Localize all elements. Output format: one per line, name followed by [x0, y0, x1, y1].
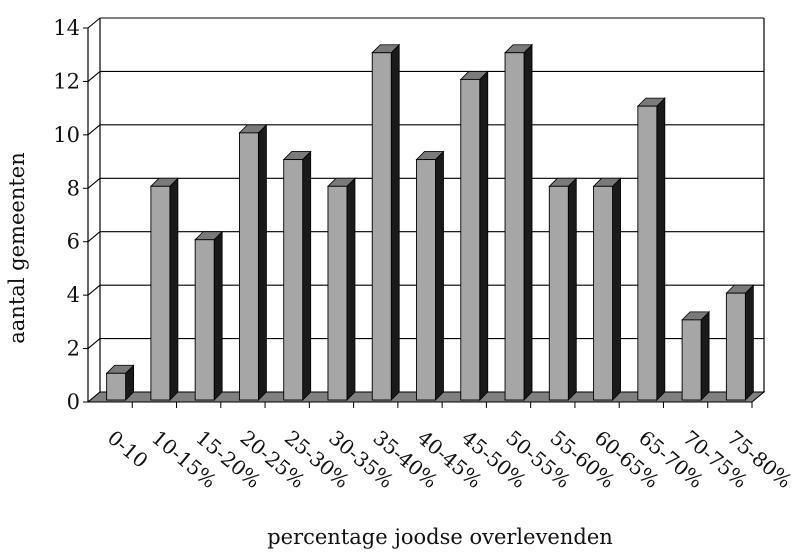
bar-side — [346, 177, 356, 401]
bar — [105, 364, 135, 401]
x-tick-label: 0-10 — [103, 425, 153, 472]
bar-side — [213, 230, 223, 401]
bar-front — [681, 319, 702, 401]
bar-front — [194, 239, 215, 401]
bar-front — [106, 372, 127, 401]
side-wall-gridline — [87, 231, 101, 243]
y-tick-label: 8 — [67, 176, 80, 200]
y-tick-label: 0 — [67, 390, 80, 414]
bar-front — [548, 185, 569, 401]
bar-front — [593, 185, 614, 401]
bar-side — [612, 177, 621, 401]
bar-side — [169, 177, 179, 401]
bar-front — [238, 132, 259, 401]
y-tick-label: 12 — [53, 69, 80, 93]
bar-side — [258, 123, 267, 401]
bar-front — [150, 185, 171, 401]
y-tick-label: 10 — [53, 123, 80, 147]
side-wall-gridline — [87, 17, 101, 29]
bar — [415, 150, 445, 401]
bar-side — [523, 43, 533, 401]
y-tick-label: 2 — [67, 337, 80, 361]
bar — [681, 310, 711, 401]
bar-front — [416, 159, 436, 401]
side-wall-gridline — [87, 177, 101, 189]
side-wall-gridline — [87, 124, 101, 136]
bar-side — [435, 150, 444, 401]
side-wall-gridline — [87, 71, 101, 82]
bar-side — [390, 43, 400, 401]
bar — [504, 43, 533, 401]
bar-side — [700, 310, 710, 401]
bar — [636, 97, 666, 401]
bar-side — [744, 284, 754, 401]
bar — [548, 177, 578, 401]
bar-side — [567, 177, 577, 401]
x-axis-title: percentage joodse overlevenden — [267, 525, 613, 549]
bar — [282, 150, 312, 401]
bar-front — [504, 52, 525, 401]
y-axis-ticks: 0 2 4 6 8 10 12 14 — [53, 16, 88, 414]
bar-front — [460, 78, 481, 401]
bar — [592, 177, 622, 401]
bar-front — [725, 292, 746, 401]
bar-front — [637, 105, 658, 401]
bars — [105, 43, 755, 401]
bar-side — [656, 97, 666, 401]
bar-front — [371, 52, 392, 401]
side-wall-gridline — [87, 284, 101, 296]
y-tick-label: 4 — [67, 283, 80, 307]
bar — [725, 284, 755, 401]
bar — [238, 123, 268, 401]
bar-front — [327, 185, 348, 401]
side-wall-gridline — [87, 338, 101, 349]
bar-side — [302, 150, 312, 401]
bar-side — [479, 70, 489, 401]
bar — [459, 70, 489, 401]
bar — [371, 43, 401, 401]
y-axis-title: aantal gemeenten — [5, 152, 29, 343]
bar — [149, 177, 179, 401]
bar-front — [283, 159, 304, 401]
x-axis-ticks: 0-1010-15%15-20%20-25%25-30%30-35%35-40%… — [103, 402, 796, 493]
y-tick-label: 6 — [67, 230, 80, 254]
bar — [194, 230, 224, 401]
y-tick-label: 14 — [53, 16, 80, 40]
bar — [327, 177, 356, 401]
